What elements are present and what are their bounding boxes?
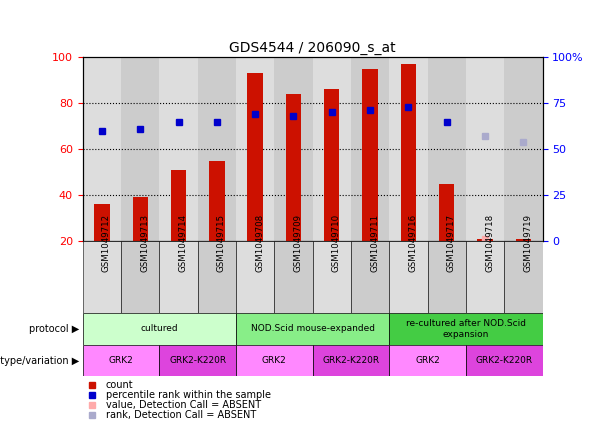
Bar [248,73,263,241]
Bar [209,161,224,241]
Bar [428,57,466,241]
Bar [83,313,236,345]
Bar [83,57,121,241]
Bar [389,313,543,345]
Bar [159,57,197,241]
Bar [159,345,236,376]
Bar [313,241,351,313]
Text: count: count [106,379,134,390]
Bar [324,89,340,241]
Text: GSM1049714: GSM1049714 [178,214,188,272]
Bar [389,241,428,313]
Text: GSM1049713: GSM1049713 [140,214,149,272]
Bar [94,204,110,241]
Bar [313,57,351,241]
Text: NOD.Scid mouse-expanded: NOD.Scid mouse-expanded [251,324,375,333]
Text: GRK2: GRK2 [262,356,287,365]
Text: GRK2-K220R: GRK2-K220R [476,356,533,365]
Text: GSM1049712: GSM1049712 [102,214,111,272]
Bar [236,57,275,241]
Text: GSM1049711: GSM1049711 [370,214,379,272]
Bar [83,241,121,313]
Bar [428,241,466,313]
Text: genotype/variation ▶: genotype/variation ▶ [0,356,80,365]
Text: GRK2: GRK2 [109,356,134,365]
Bar [171,170,186,241]
Bar [389,345,466,376]
Bar [286,94,301,241]
Bar [159,241,197,313]
Text: GSM1049717: GSM1049717 [447,214,455,272]
Bar [236,345,313,376]
Bar [439,184,454,241]
Bar [121,241,159,313]
Text: GRK2-K220R: GRK2-K220R [322,356,379,365]
Text: rank, Detection Call = ABSENT: rank, Detection Call = ABSENT [106,410,256,420]
Text: GSM1049716: GSM1049716 [408,214,417,272]
Bar [466,345,543,376]
Bar [197,241,236,313]
Title: GDS4544 / 206090_s_at: GDS4544 / 206090_s_at [229,41,396,55]
Bar [351,57,389,241]
Bar [275,57,313,241]
Bar [236,313,389,345]
Bar [478,239,493,241]
Bar [466,57,504,241]
Text: cultured: cultured [140,324,178,333]
Text: value, Detection Call = ABSENT: value, Detection Call = ABSENT [106,400,261,410]
Bar [197,57,236,241]
Bar [83,345,159,376]
Text: GRK2: GRK2 [415,356,440,365]
Text: GSM1049715: GSM1049715 [217,214,226,272]
Text: GSM1049718: GSM1049718 [485,214,494,272]
Bar [504,57,543,241]
Bar [351,241,389,313]
Bar [516,239,531,241]
Text: percentile rank within the sample: percentile rank within the sample [106,390,271,400]
Bar [389,57,428,241]
Bar [362,69,378,241]
Text: GSM1049708: GSM1049708 [255,214,264,272]
Text: GRK2-K220R: GRK2-K220R [169,356,226,365]
Bar [313,345,389,376]
Bar [236,241,275,313]
Text: GSM1049709: GSM1049709 [294,214,302,272]
Text: GSM1049719: GSM1049719 [524,214,532,272]
Bar [401,64,416,241]
Text: protocol ▶: protocol ▶ [29,324,80,334]
Bar [504,241,543,313]
Bar [121,57,159,241]
Text: GSM1049710: GSM1049710 [332,214,341,272]
Bar [132,198,148,241]
Bar [275,241,313,313]
Bar [466,241,504,313]
Text: re-cultured after NOD.Scid
expansion: re-cultured after NOD.Scid expansion [406,319,526,338]
